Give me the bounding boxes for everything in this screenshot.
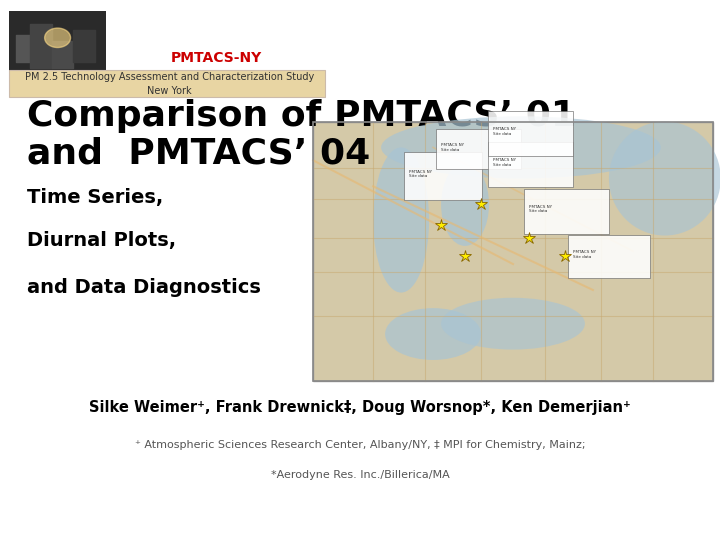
Text: *Aerodyne Res. Inc./Billerica/MA: *Aerodyne Res. Inc./Billerica/MA [271,470,449,480]
Text: Comparison of PMTACS’ 01: Comparison of PMTACS’ 01 [27,99,577,133]
Text: PMTACS NY
Site data: PMTACS NY Site data [493,127,516,136]
Text: PMTACS NY
Site data: PMTACS NY Site data [409,170,432,178]
Text: and  PMTACS’ 04: and PMTACS’ 04 [27,137,371,171]
Text: and Data Diagnostics: and Data Diagnostics [27,278,261,297]
Text: Time Series,: Time Series, [27,187,163,207]
Text: PMTACS NY
Site data: PMTACS NY Site data [441,143,464,152]
Ellipse shape [385,308,481,360]
Text: PMTACS NY
Site data: PMTACS NY Site data [493,158,516,167]
Text: ⁺ Atmospheric Sciences Research Center, Albany/NY, ‡ MPI for Chemistry, Mainz;: ⁺ Atmospheric Sciences Research Center, … [135,441,585,450]
Ellipse shape [373,147,429,293]
Ellipse shape [609,122,720,235]
FancyBboxPatch shape [404,152,482,200]
FancyBboxPatch shape [436,129,521,169]
Ellipse shape [441,163,489,246]
FancyBboxPatch shape [487,111,573,156]
Text: PMTACS NY
Site data: PMTACS NY Site data [573,251,596,259]
Text: Silke Weimer⁺, Frank Drewnick‡, Doug Worsnop*, Ken Demerjian⁺: Silke Weimer⁺, Frank Drewnick‡, Doug Wor… [89,400,631,415]
Ellipse shape [441,298,585,349]
FancyBboxPatch shape [313,122,713,381]
FancyBboxPatch shape [567,235,649,278]
Text: Diurnal Plots,: Diurnal Plots, [27,231,176,250]
Ellipse shape [381,116,661,179]
Text: PMTACS-NY: PMTACS-NY [171,51,261,65]
FancyBboxPatch shape [523,188,609,234]
FancyBboxPatch shape [487,142,573,187]
Circle shape [45,28,71,48]
FancyBboxPatch shape [9,70,325,97]
FancyBboxPatch shape [9,11,106,73]
Text: PMTACS NY
Site data: PMTACS NY Site data [529,205,552,213]
Text: PM 2.5 Technology Assessment and Characterization Study
New York: PM 2.5 Technology Assessment and Charact… [24,72,314,96]
